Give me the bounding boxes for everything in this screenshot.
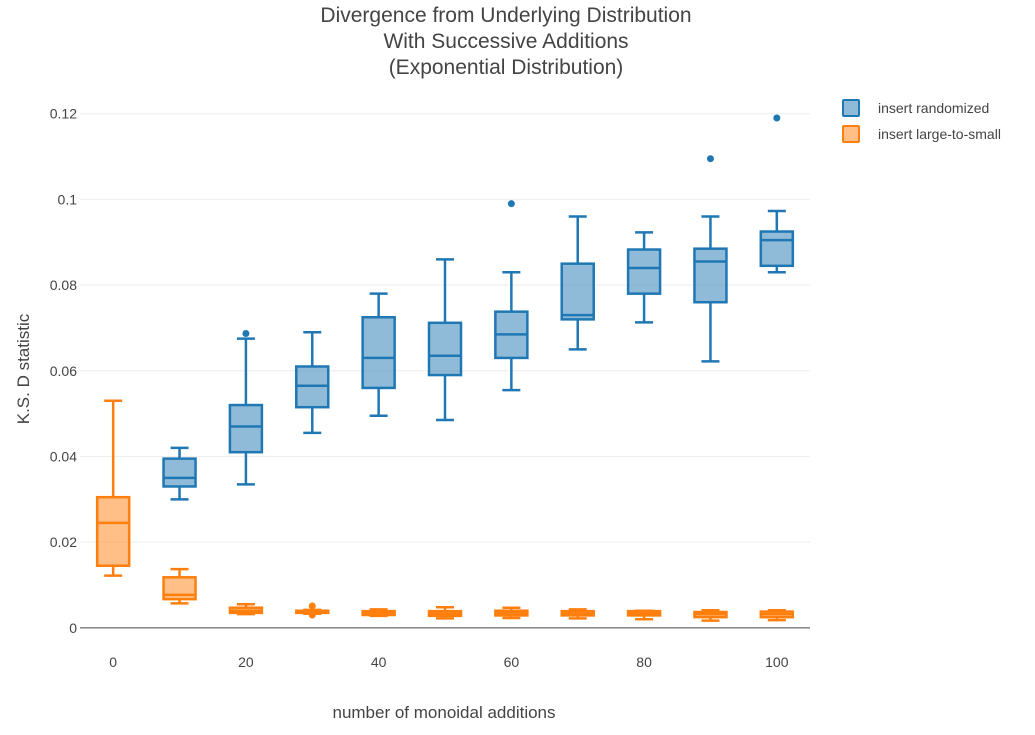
outlier-point <box>773 114 781 122</box>
box-insert-large-to-small-x50 <box>427 606 463 620</box>
y-tick-label: 0.12 <box>50 106 77 122</box>
iqr-box <box>759 230 795 268</box>
y-tick-label: 0.06 <box>50 363 77 379</box>
legend-label-insert-large-to-small: insert large-to-small <box>878 126 1001 142</box>
outlier-point <box>308 602 316 610</box>
y-tick-label: 0.1 <box>58 191 78 207</box>
x-tick-label: 100 <box>765 654 789 670</box>
box-insert-randomized-x100 <box>759 114 795 274</box>
box-insert-randomized-x60 <box>494 200 529 392</box>
box-insert-large-to-small-x20 <box>228 603 264 616</box>
box-insert-large-to-small-x90 <box>693 609 728 622</box>
box-insert-large-to-small-x10 <box>162 567 197 605</box>
box-insert-randomized-x50 <box>427 258 463 422</box>
iqr-box <box>162 457 197 488</box>
y-tick-label: 0.04 <box>50 448 77 464</box>
outlier-point <box>706 155 714 163</box>
title-line-1: Divergence from Underlying Distribution <box>320 4 691 27</box>
box-insert-large-to-small-x30 <box>295 602 330 619</box>
box-insert-randomized-x10 <box>162 446 197 501</box>
boxes <box>95 114 795 622</box>
iqr-box <box>361 315 396 390</box>
x-tick-label: 0 <box>109 654 117 670</box>
iqr-box <box>560 262 595 321</box>
legend-swatch-insert-large-to-small <box>842 125 860 143</box>
axes: 0 0.02 0.04 0.06 0.08 0.1 0.12 0 20 40 60 80 100 <box>50 106 810 670</box>
iqr-box <box>693 247 728 304</box>
x-tick-label: 20 <box>238 654 254 670</box>
iqr-box <box>626 248 662 295</box>
box-insert-randomized-x80 <box>626 231 662 324</box>
box-insert-randomized-x90 <box>693 155 728 363</box>
iqr-box <box>427 321 463 377</box>
box-insert-randomized-x20 <box>228 330 264 486</box>
x-axis-title: number of monoidal additions <box>332 703 555 722</box>
x-tick-label: 80 <box>636 654 652 670</box>
y-tick-label: 0.08 <box>50 277 77 293</box>
chart-title: Divergence from Underlying Distribution … <box>320 4 691 79</box>
iqr-box <box>95 495 131 567</box>
x-tick-label: 40 <box>371 654 387 670</box>
title-line-2: With Successive Additions <box>383 30 628 53</box>
y-tick-label: 0 <box>69 620 77 636</box>
outlier-point <box>308 611 316 619</box>
box-insert-large-to-small-x40 <box>361 608 396 618</box>
legend-item-insert-randomized[interactable]: insert randomized <box>842 99 989 117</box>
legend-item-insert-large-to-small[interactable]: insert large-to-small <box>842 125 1001 143</box>
box-insert-large-to-small-x80 <box>626 609 662 621</box>
box-insert-large-to-small-x70 <box>560 608 595 620</box>
outlier-point <box>507 200 515 208</box>
box-insert-randomized-x40 <box>361 292 396 418</box>
legend-swatch-insert-randomized <box>842 99 860 117</box>
y-tick-label: 0.02 <box>50 534 77 550</box>
legend-label-insert-randomized: insert randomized <box>878 100 989 116</box>
box-insert-large-to-small-x60 <box>494 606 529 620</box>
box-insert-large-to-small-x0 <box>95 399 131 577</box>
box-insert-randomized-x70 <box>560 215 595 351</box>
y-axis-title: K.S. D statistic <box>14 313 33 424</box>
x-tick-label: 60 <box>504 654 520 670</box>
box-insert-randomized-x30 <box>295 330 330 435</box>
legend: insert randomized insert large-to-small <box>842 99 1001 143</box>
iqr-box <box>228 403 264 454</box>
outlier-point <box>242 330 250 338</box>
box-insert-large-to-small-x100 <box>759 609 795 622</box>
title-line-3: (Exponential Distribution) <box>389 56 624 79</box>
